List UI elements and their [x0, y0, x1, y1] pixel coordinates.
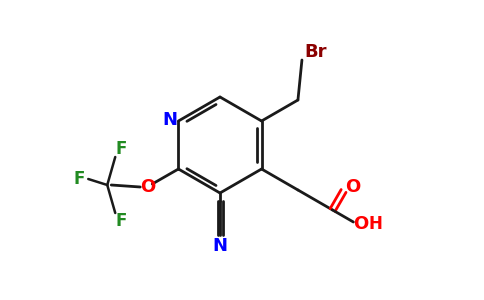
- Text: O: O: [345, 178, 360, 196]
- Text: N: N: [212, 237, 227, 255]
- Text: Br: Br: [305, 43, 327, 61]
- Text: O: O: [353, 215, 368, 233]
- Text: F: F: [116, 212, 127, 230]
- Text: F: F: [74, 170, 85, 188]
- Text: H: H: [368, 215, 382, 233]
- Text: F: F: [116, 140, 127, 158]
- Text: N: N: [162, 111, 177, 129]
- Text: O: O: [139, 178, 155, 196]
